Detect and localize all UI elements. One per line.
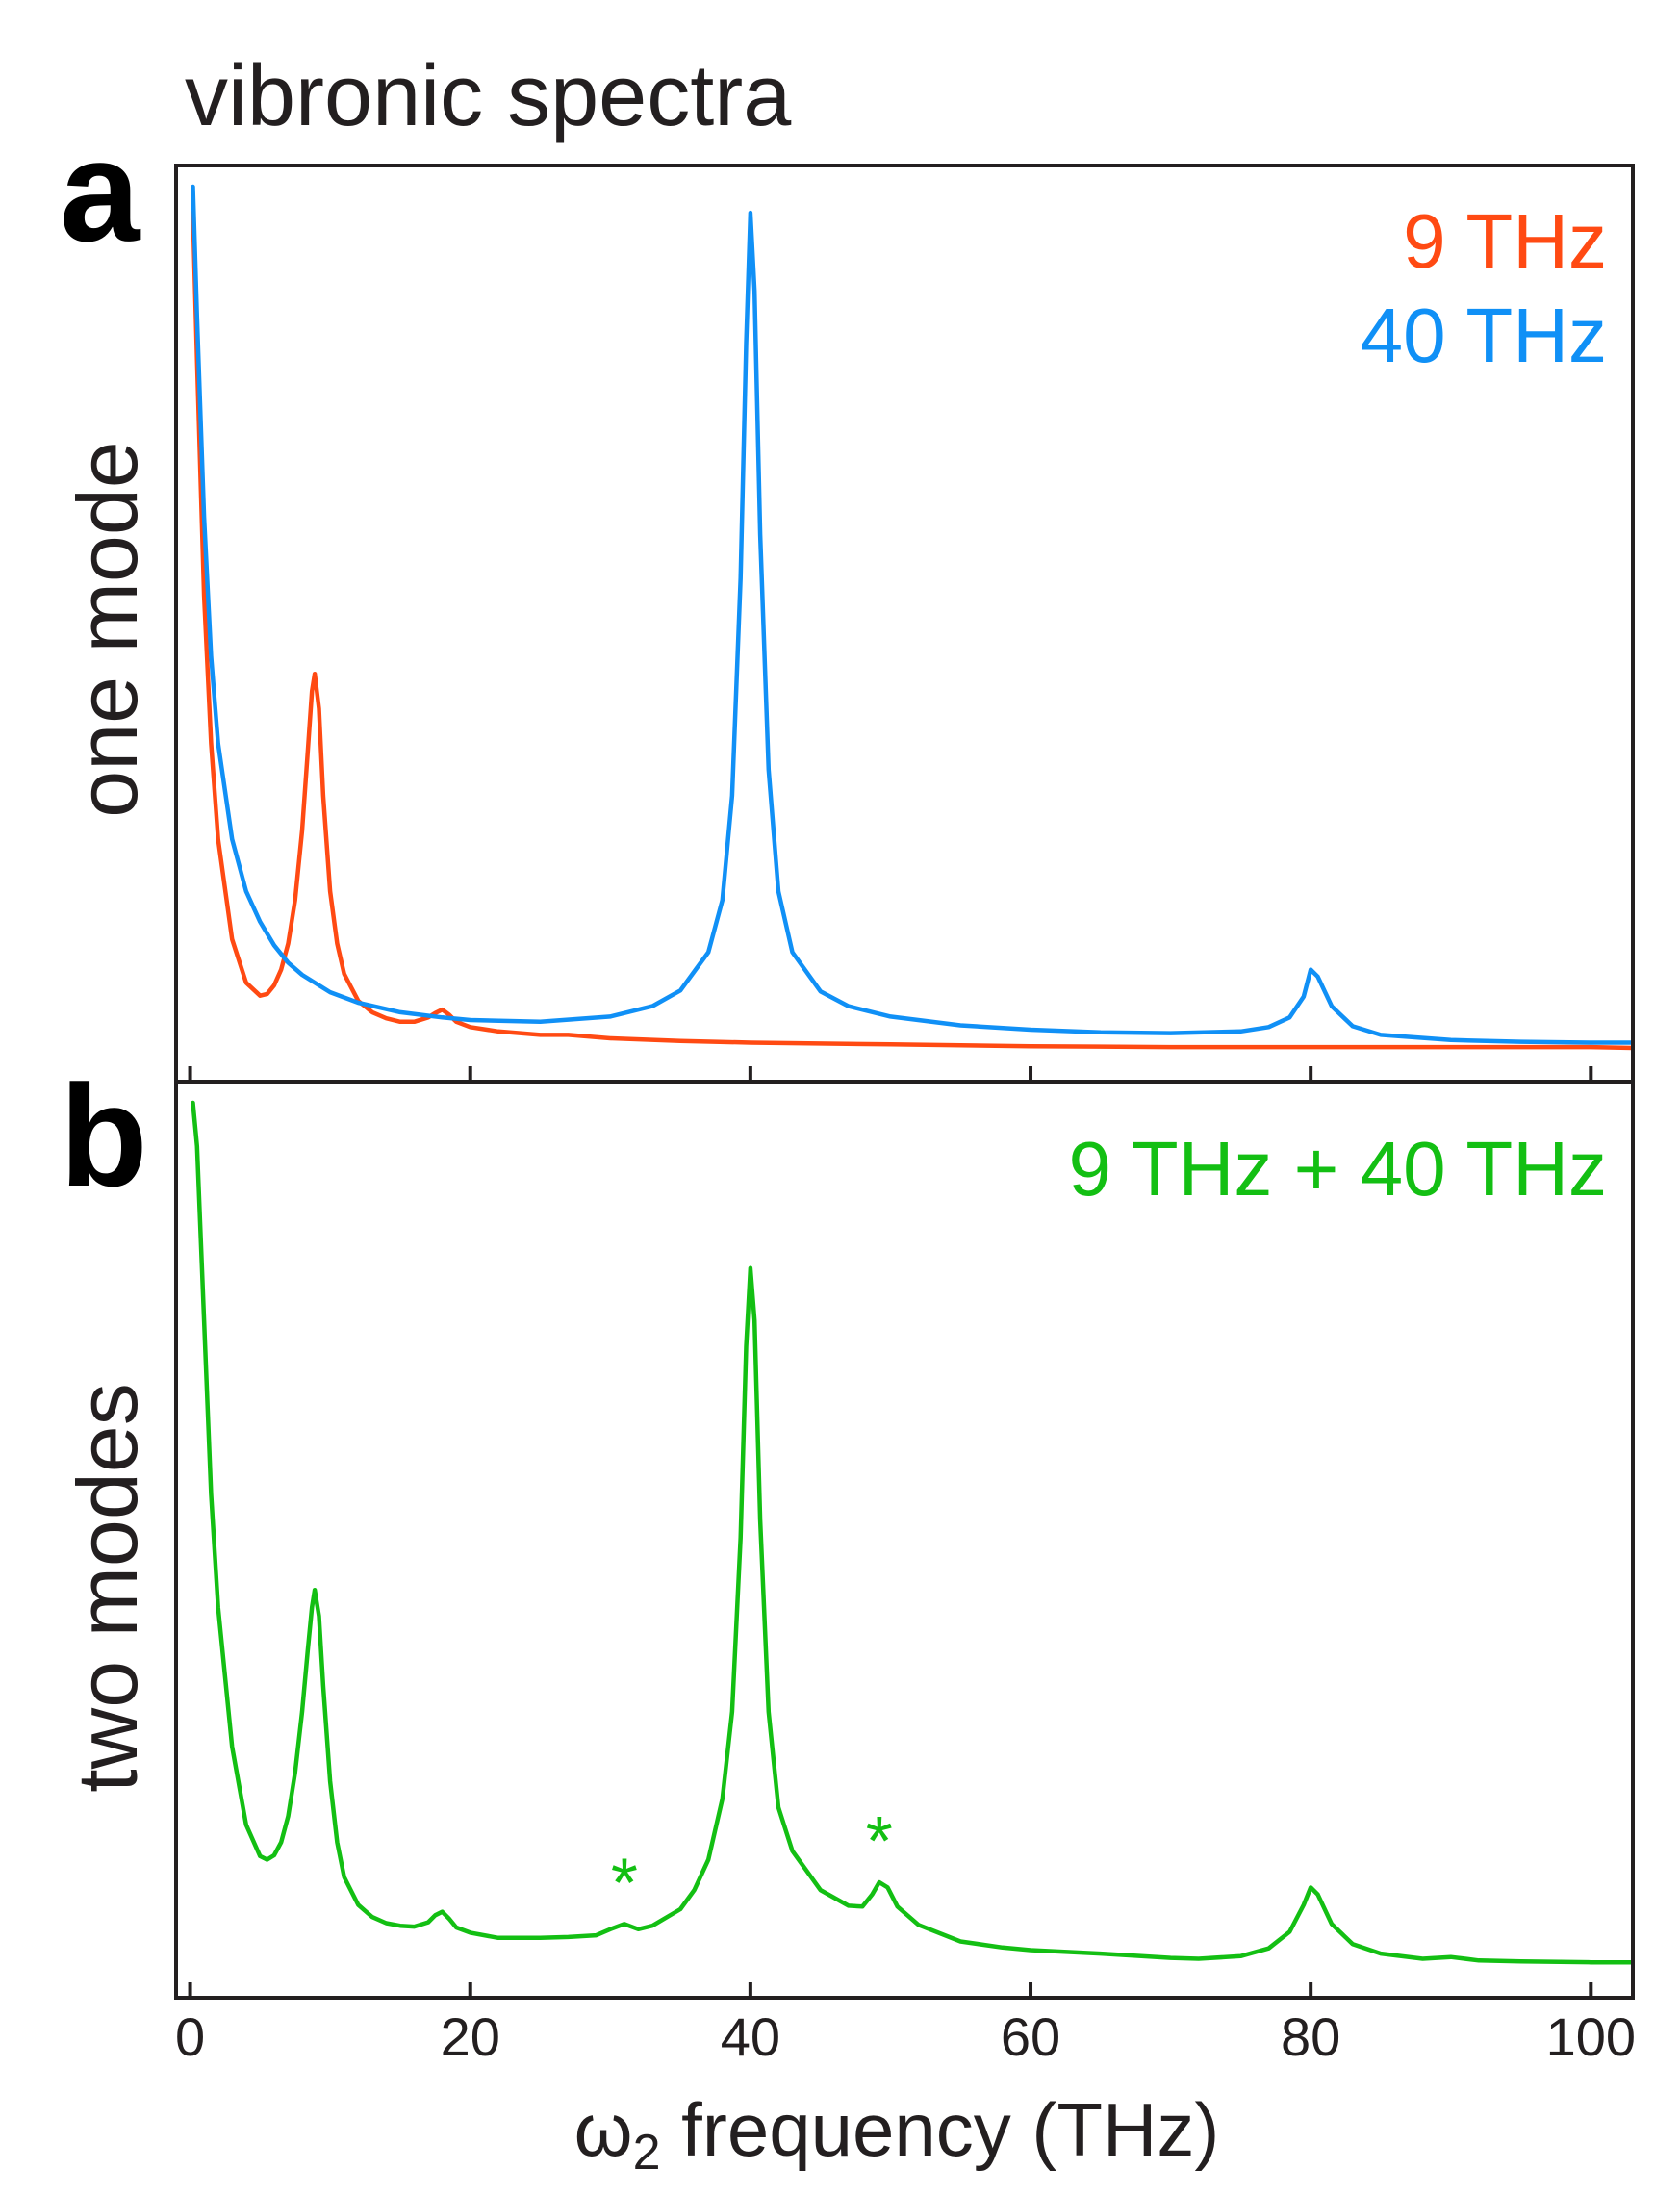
legend-combined: 9 THz + 40 THz [1069,1126,1608,1212]
panel-b-letter: b [60,1055,148,1216]
panel-b-asterisk-2: * [866,1803,893,1880]
panel-b-frame [174,1080,1635,2000]
x-axis-label-subscript: 2 [633,2125,661,2181]
x-axis-label-text: frequency (THz) [661,2087,1220,2172]
x-axis-label: ω2 frequency (THz) [574,2087,1220,2181]
panel-b-plot: * * 0 20 40 60 80 100 [174,1080,1636,2067]
panel-b-xtick-label-40: 40 [721,2006,780,2067]
panel-b-xtick-label-80: 80 [1281,2006,1340,2067]
x-axis-label-omega: ω [574,2087,633,2172]
figure-title: vibronic spectra [185,48,792,144]
panel-b-series-9-thz-plus-40-thz [191,1100,1633,1965]
panel-b-asterisk-1: * [611,1845,638,1922]
panel-a-series-9-thz [191,210,1633,1051]
panel-b-xtick-label-60: 60 [1001,2006,1060,2067]
legend-9thz: 9 THz [1403,198,1607,284]
panel-b-xtick-label-20: 20 [441,2006,500,2067]
panel-b-xtick-label-100: 100 [1546,2006,1636,2067]
panel-a-ylabel: one mode [60,441,155,817]
panel-a-series-40-thz [191,184,1633,1045]
legend-40thz: 40 THz [1361,293,1607,378]
panel-a-letter: a [60,110,141,271]
panel-b-xtick-label-0: 0 [175,2006,205,2067]
panel-b-ylabel: two modes [60,1383,155,1793]
